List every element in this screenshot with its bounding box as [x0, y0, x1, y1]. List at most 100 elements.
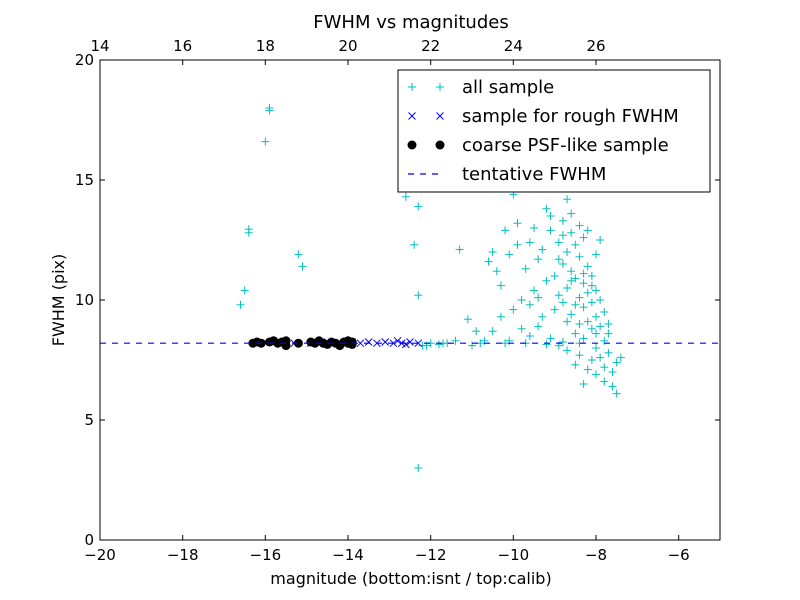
data-point — [579, 380, 588, 388]
y-tick-label: 15 — [75, 171, 94, 189]
x-tick-label: −14 — [332, 546, 364, 564]
y-tick-label: 20 — [75, 51, 94, 69]
data-point — [414, 202, 423, 211]
data-point — [579, 334, 588, 343]
data-point — [550, 272, 559, 280]
chart-title: FWHM vs magnitudes — [313, 12, 508, 33]
data-point — [554, 255, 563, 264]
data-point — [401, 192, 410, 201]
data-point — [488, 327, 497, 336]
data-point — [534, 255, 543, 264]
data-point — [554, 238, 563, 247]
top-tick-label: 24 — [504, 37, 523, 55]
data-point — [587, 324, 596, 333]
x-tick-label: −20 — [84, 546, 116, 564]
data-point — [294, 250, 303, 259]
legend: all sample sample for rough FWHM coarse PS… — [397, 69, 711, 193]
data-point — [530, 286, 538, 295]
legend-label: sample for rough FWHM — [462, 106, 679, 127]
x-tick-label: −16 — [250, 546, 282, 564]
data-point-d2 — [393, 336, 402, 345]
series-plus — [236, 104, 625, 472]
data-point — [604, 348, 613, 357]
data-point — [236, 300, 245, 309]
data-point — [612, 389, 621, 398]
data-point — [575, 320, 584, 328]
data-point — [513, 240, 522, 249]
data-point — [600, 377, 609, 386]
data-point — [563, 195, 572, 204]
data-point — [517, 324, 526, 333]
data-point — [583, 365, 592, 374]
legend-swatch-d2 — [436, 112, 444, 120]
data-point — [558, 260, 567, 268]
data-point — [563, 346, 572, 355]
data-point — [496, 281, 505, 290]
legend-swatch — [435, 140, 445, 150]
data-point — [546, 334, 555, 343]
data-point — [488, 248, 497, 256]
top-tick-label: 18 — [256, 37, 275, 55]
legend-swatch-dot — [435, 140, 445, 150]
data-point — [501, 226, 510, 235]
data-point — [496, 312, 505, 321]
data-point — [542, 204, 551, 213]
data-point-dot — [293, 338, 303, 348]
x-tick-label: −10 — [498, 546, 530, 564]
data-point — [596, 322, 605, 331]
data-point — [567, 267, 576, 276]
data-point — [571, 274, 580, 283]
data-point — [575, 221, 584, 230]
data-point-d2 — [406, 338, 414, 346]
data-point — [583, 317, 592, 326]
data-point — [484, 257, 493, 266]
data-point — [558, 298, 567, 307]
data-point — [571, 240, 580, 249]
x-tick-label: −12 — [415, 546, 447, 564]
data-point — [563, 284, 572, 292]
data-point — [244, 225, 253, 234]
y-tick-label: 5 — [84, 411, 94, 429]
top-tick-label: 22 — [421, 37, 440, 55]
data-point — [587, 298, 596, 307]
data-point — [414, 291, 423, 300]
data-point — [538, 312, 547, 321]
y-tick-label: 0 — [84, 531, 94, 549]
data-point — [587, 356, 596, 364]
data-point — [521, 264, 530, 273]
data-point — [240, 286, 249, 295]
legend-swatch — [408, 83, 416, 91]
data-point — [542, 340, 551, 349]
data-marks — [100, 104, 720, 472]
legend-label: coarse PSF-like sample — [462, 135, 669, 156]
data-point — [583, 288, 592, 297]
legend-swatch — [408, 112, 416, 120]
data-point — [402, 340, 410, 349]
data-point-d2 — [414, 339, 423, 348]
data-point — [472, 327, 481, 336]
data-point — [265, 104, 274, 112]
data-point — [509, 305, 518, 314]
legend-item: tentative FWHM — [408, 164, 606, 185]
data-point — [410, 240, 419, 249]
data-point — [571, 300, 580, 309]
data-point — [534, 293, 543, 302]
data-point — [612, 358, 621, 367]
data-point — [558, 338, 567, 346]
data-point — [563, 317, 572, 326]
data-point — [550, 305, 559, 314]
data-point — [592, 286, 600, 295]
data-point — [298, 262, 307, 271]
series-circle — [248, 336, 357, 351]
data-point-d2 — [402, 340, 410, 349]
data-point — [414, 339, 423, 348]
data-point — [455, 245, 464, 254]
data-point — [579, 279, 588, 288]
legend-swatch — [407, 140, 417, 150]
data-point — [616, 353, 625, 362]
data-point — [463, 315, 472, 324]
data-point — [513, 219, 522, 228]
data-point — [393, 336, 402, 345]
data-point — [587, 281, 596, 290]
